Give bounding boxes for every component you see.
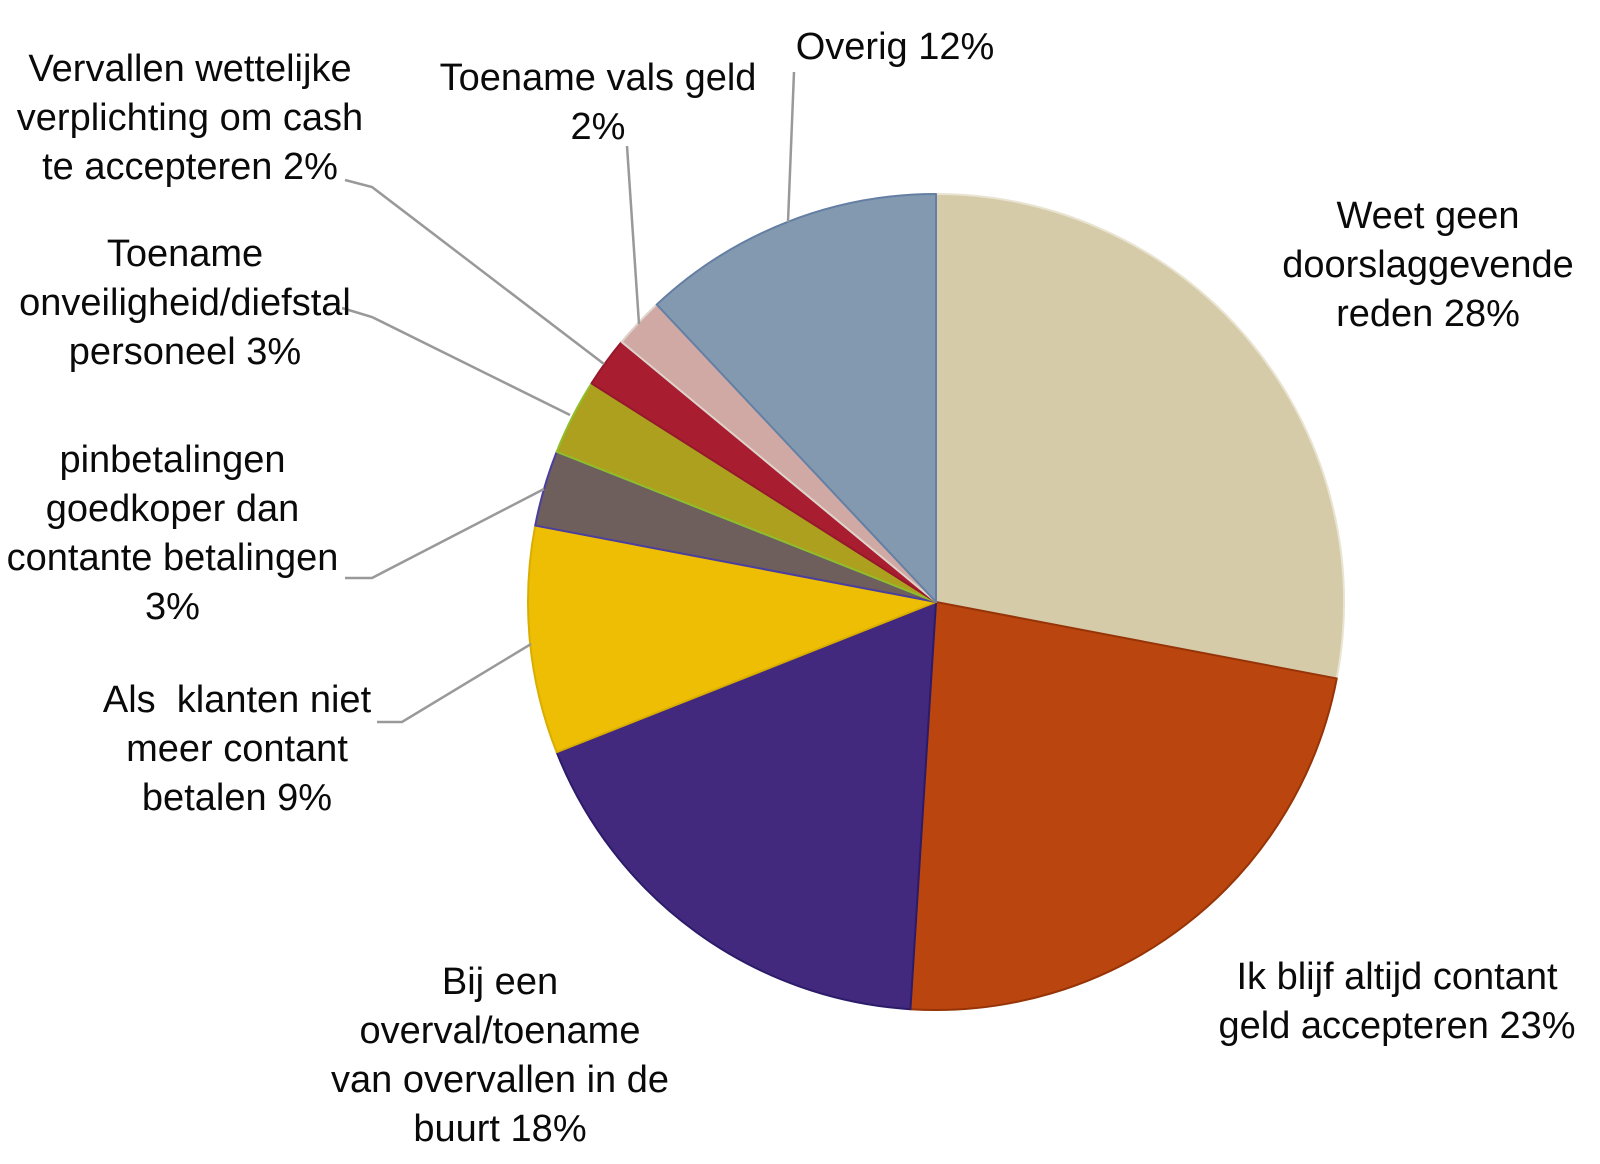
leader-line-vervallen (344, 178, 605, 365)
slice-label-toename-onveiligheid-diefstal: Toename onveiligheid/diefstal personeel … (19, 233, 351, 373)
leader-line-als-klanten (377, 642, 532, 724)
slice-label-toename-vals-geld: Toename vals geld 2% (439, 57, 757, 148)
slice-label-bij-een-overval: Bij een overval/toename van overvallen i… (331, 961, 669, 1150)
slice-label-ik-blijf-contant-accepteren: Ik blijf altijd contant geld accepteren … (1218, 956, 1576, 1047)
pie-slice-als-klanten (527, 524, 937, 754)
leader-line-pinbetalingen (345, 487, 545, 580)
slice-label-als-klanten-niet-contant: Als klanten niet meer contant betalen 9% (102, 679, 372, 819)
leader-line-onveiligheid (341, 306, 571, 417)
slice-label-weet-geen-doorslaggevende-reden: Weet geen doorslaggevende reden 28% (1282, 195, 1574, 335)
leader-line-vals-geld (625, 145, 641, 325)
pie-slice-bij-een-overval (555, 601, 937, 1011)
pie-slice-overig (655, 193, 937, 603)
slice-label-pinbetalingen-goedkoper: pinbetalingen goedkoper dan contante bet… (6, 439, 339, 628)
slice-label-overig: Overig 12% (795, 26, 995, 68)
pie-slice-ik-blijf (909, 601, 1338, 1011)
slice-label-vervallen-wettelijke-verplichting: Vervallen wettelijke verplichting om cas… (16, 48, 364, 188)
pie-slice-weet-geen (935, 193, 1345, 680)
leader-line-overig (786, 71, 796, 223)
